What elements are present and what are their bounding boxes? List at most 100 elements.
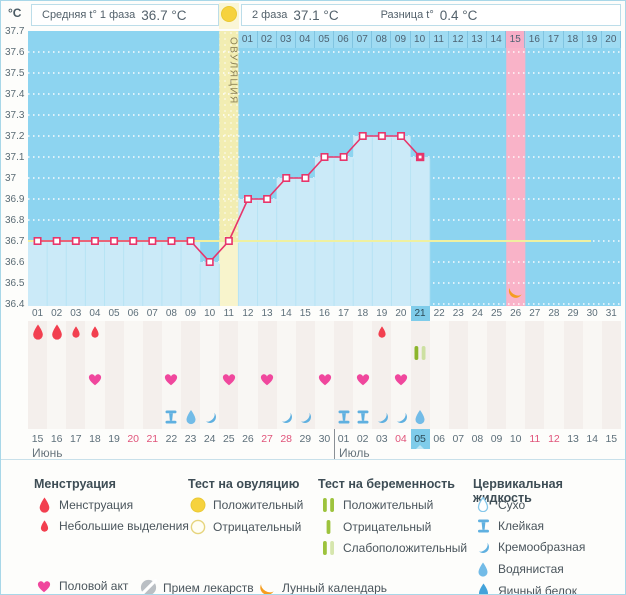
- cycle-day-cell[interactable]: 05: [108, 308, 120, 319]
- temp-point[interactable]: [263, 195, 272, 204]
- date-cell[interactable]: 15: [31, 433, 44, 445]
- cycle-day-cell[interactable]: 28: [548, 308, 560, 319]
- date-cell[interactable]: 16: [50, 433, 63, 445]
- cycle-day-cell[interactable]: 26: [510, 308, 522, 319]
- temp-point[interactable]: [301, 174, 310, 183]
- date-cell[interactable]: 11: [529, 433, 541, 445]
- cycle-day-cell[interactable]: 23: [452, 308, 464, 319]
- cycle-day-cell[interactable]: 12: [242, 308, 254, 319]
- cycle-day-cell[interactable]: 17: [338, 308, 350, 319]
- pill-icon: [138, 579, 158, 594]
- legend-item: Лунный календарь: [257, 579, 387, 594]
- dpo-cell: 18: [563, 31, 583, 48]
- temp-point[interactable]: [186, 237, 195, 246]
- temp-point[interactable]: [358, 132, 367, 141]
- date-cell[interactable]: 23: [184, 433, 197, 445]
- y-tick-label: 37.6: [5, 47, 25, 58]
- temp-point[interactable]: [71, 237, 80, 246]
- cycle-day-cell[interactable]: 31: [605, 308, 617, 319]
- temp-point[interactable]: [243, 195, 252, 204]
- temp-point[interactable]: [205, 257, 214, 266]
- temp-point[interactable]: [224, 237, 233, 246]
- date-cell[interactable]: 01: [337, 433, 350, 445]
- date-cell[interactable]: 04: [395, 433, 407, 445]
- month-label-june: Июнь: [32, 446, 63, 460]
- date-cell[interactable]: 24: [203, 433, 216, 445]
- cycle-day-cell[interactable]: 09: [185, 308, 197, 319]
- cycle-day-cell[interactable]: 29: [567, 308, 579, 319]
- date-cell[interactable]: 25: [222, 433, 235, 445]
- phase2-stats-box: 2 фаза 37.1 °C Разница t° 0.4 °C: [241, 4, 621, 26]
- cycle-day-cell[interactable]: 21: [410, 306, 430, 321]
- date-cell[interactable]: 26: [242, 433, 254, 445]
- row-stripe: [28, 321, 48, 429]
- cycle-day-cell[interactable]: 03: [70, 308, 82, 319]
- temp-point[interactable]: [339, 153, 348, 162]
- temp-point[interactable]: [33, 237, 42, 246]
- date-cell[interactable]: 22: [165, 433, 178, 445]
- date-cell[interactable]: 13: [567, 433, 579, 445]
- cycle-day-cell[interactable]: 10: [204, 308, 216, 319]
- cycle-day-cell[interactable]: 25: [491, 308, 503, 319]
- calendar-date-row: 15 16 17 18 19 20 21 22 23 24 25 26 27 28 29 30 01 02 03 04…: [28, 429, 621, 449]
- date-cell[interactable]: 10: [509, 433, 522, 445]
- cycle-day-cell[interactable]: 15: [299, 308, 311, 319]
- cycle-day-cell[interactable]: 06: [127, 308, 139, 319]
- cycle-day-cell[interactable]: 14: [280, 308, 292, 319]
- temp-point[interactable]: [377, 132, 386, 141]
- date-cell[interactable]: 03: [375, 433, 388, 445]
- cycle-day-cell[interactable]: 04: [89, 308, 101, 319]
- cycle-day-cell[interactable]: 20: [395, 308, 407, 319]
- temp-point[interactable]: [129, 237, 138, 246]
- temp-point[interactable]: [52, 237, 61, 246]
- date-cell[interactable]: 19: [108, 433, 120, 445]
- legend-title: Менструация: [34, 477, 116, 491]
- cycle-day-cell[interactable]: 27: [529, 308, 541, 319]
- date-cell[interactable]: 20: [127, 433, 140, 445]
- cycle-day-cell[interactable]: 07: [146, 308, 158, 319]
- date-cell[interactable]: 09: [490, 433, 503, 445]
- date-cell[interactable]: 27: [261, 433, 273, 445]
- temp-point[interactable]: [148, 237, 157, 246]
- menstruation-drop-icon: [31, 324, 44, 340]
- cycle-day-cell[interactable]: 11: [223, 308, 234, 319]
- date-cell[interactable]: 29: [299, 433, 312, 445]
- date-cell[interactable]: 06: [433, 433, 446, 445]
- temp-point[interactable]: [167, 237, 176, 246]
- cycle-day-cell[interactable]: 22: [433, 308, 445, 319]
- cycle-day-cell[interactable]: 02: [51, 308, 63, 319]
- legend-item: Половой акт: [34, 579, 128, 593]
- date-cell[interactable]: 07: [452, 433, 465, 445]
- cycle-day-cell[interactable]: 24: [471, 308, 483, 319]
- cycle-day-cell[interactable]: 16: [318, 308, 330, 319]
- month-divider: [334, 429, 335, 459]
- cycle-day-cell[interactable]: 08: [165, 308, 177, 319]
- date-cell[interactable]: 12: [548, 433, 560, 445]
- date-cell[interactable]: 18: [89, 433, 101, 445]
- y-tick-label: 37.1: [5, 152, 25, 163]
- row-stripe: [257, 321, 277, 429]
- date-cell[interactable]: 08: [471, 433, 484, 445]
- date-cell[interactable]: 30: [318, 433, 331, 445]
- date-cell[interactable]: 17: [69, 433, 82, 445]
- date-cell[interactable]: 15: [605, 433, 618, 445]
- y-tick-label: 36.7: [5, 236, 25, 247]
- temperature-chart[interactable]: ОВУЛЯЦИЯ: [1, 1, 625, 306]
- temp-point[interactable]: [110, 237, 119, 246]
- cycle-day-cell[interactable]: 30: [586, 308, 598, 319]
- date-cell[interactable]: 05: [410, 429, 430, 449]
- cycle-day-cell[interactable]: 01: [32, 308, 44, 319]
- cycle-day-cell[interactable]: 13: [261, 308, 273, 319]
- temp-point[interactable]: [282, 174, 291, 183]
- cf-watery-icon: [473, 561, 493, 577]
- cycle-day-cell[interactable]: 19: [376, 308, 388, 319]
- date-cell[interactable]: 02: [356, 433, 369, 445]
- temp-point[interactable]: [397, 132, 406, 141]
- date-cell[interactable]: 14: [586, 433, 599, 445]
- temp-point[interactable]: [320, 153, 329, 162]
- date-cell[interactable]: 21: [146, 433, 159, 445]
- cervical-fluid-icon: [298, 410, 312, 424]
- date-cell[interactable]: 28: [280, 433, 293, 445]
- temp-point[interactable]: [90, 237, 99, 246]
- cycle-day-cell[interactable]: 18: [357, 308, 369, 319]
